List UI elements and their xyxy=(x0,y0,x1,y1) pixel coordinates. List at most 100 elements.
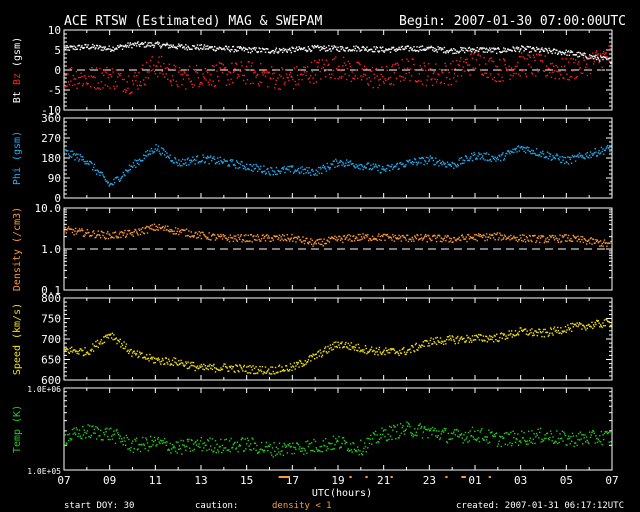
density-series-0 xyxy=(64,223,612,247)
data-point xyxy=(462,49,464,52)
data-point xyxy=(443,163,446,165)
data-point xyxy=(558,50,560,53)
data-point xyxy=(464,51,466,54)
data-point xyxy=(136,162,139,164)
data-point xyxy=(563,52,565,54)
data-point xyxy=(293,67,296,69)
data-point xyxy=(108,185,110,187)
data-point xyxy=(502,80,504,82)
data-point xyxy=(219,445,221,448)
data-point xyxy=(446,234,449,237)
data-point xyxy=(356,237,358,239)
data-point xyxy=(588,442,590,445)
data-point xyxy=(553,442,555,444)
data-point xyxy=(475,49,478,52)
data-point xyxy=(551,332,553,334)
data-point xyxy=(413,350,415,352)
data-point xyxy=(91,46,93,48)
data-point xyxy=(499,51,502,54)
data-point xyxy=(244,68,246,71)
data-point xyxy=(563,330,565,332)
data-point xyxy=(429,67,431,70)
data-point xyxy=(190,364,192,367)
data-point xyxy=(449,438,451,441)
data-point xyxy=(349,65,352,68)
data-point xyxy=(421,156,424,159)
data-point xyxy=(310,61,313,64)
data-point xyxy=(581,434,583,436)
data-point xyxy=(73,427,75,429)
data-point xyxy=(89,48,91,50)
data-point xyxy=(346,46,349,49)
data-point xyxy=(568,239,571,241)
data-point xyxy=(149,353,151,356)
data-point xyxy=(514,49,516,51)
data-point xyxy=(564,162,566,165)
data-point xyxy=(546,241,548,243)
data-point xyxy=(71,66,73,69)
data-point xyxy=(488,153,490,156)
data-point xyxy=(169,228,171,231)
data-point xyxy=(273,72,275,74)
data-point xyxy=(229,50,231,53)
data-point xyxy=(117,76,119,78)
data-point xyxy=(446,50,449,52)
data-point xyxy=(538,437,540,439)
data-point xyxy=(510,333,512,335)
data-point xyxy=(121,344,124,347)
data-point xyxy=(409,425,411,428)
data-point xyxy=(566,73,568,75)
data-point xyxy=(567,237,569,239)
data-point xyxy=(271,167,273,169)
data-point xyxy=(164,357,167,359)
data-point xyxy=(545,331,547,334)
data-point xyxy=(422,238,424,240)
data-point xyxy=(129,42,131,44)
data-point xyxy=(317,170,319,173)
data-point xyxy=(464,341,467,343)
data-point xyxy=(589,54,591,56)
data-point xyxy=(144,227,146,229)
data-point xyxy=(237,234,239,236)
data-point xyxy=(372,163,374,165)
data-point xyxy=(410,68,412,70)
data-point xyxy=(211,46,214,48)
data-point xyxy=(500,69,503,72)
data-point xyxy=(190,231,192,233)
data-point xyxy=(476,240,478,242)
data-point xyxy=(572,326,574,328)
data-point xyxy=(424,234,427,236)
data-point xyxy=(232,446,234,449)
data-point xyxy=(582,54,585,57)
data-point xyxy=(407,240,410,243)
data-point xyxy=(558,238,560,240)
data-point xyxy=(202,73,204,75)
data-point xyxy=(598,241,600,243)
data-point xyxy=(299,167,302,169)
data-point xyxy=(497,443,499,445)
data-point xyxy=(232,81,234,84)
data-point xyxy=(329,48,331,50)
data-point xyxy=(467,234,470,236)
data-point xyxy=(476,158,478,160)
data-point xyxy=(125,169,128,172)
data-point xyxy=(228,365,231,368)
data-point xyxy=(363,166,365,169)
data-point xyxy=(367,234,369,236)
data-point xyxy=(588,323,590,326)
data-point xyxy=(571,51,574,53)
data-point xyxy=(564,435,567,437)
data-point xyxy=(187,74,189,76)
data-point xyxy=(241,49,243,51)
data-point xyxy=(114,338,117,340)
data-point xyxy=(216,70,218,72)
data-point xyxy=(106,232,108,235)
data-point xyxy=(276,51,278,53)
data-point xyxy=(257,170,259,173)
data-point xyxy=(381,66,383,68)
data-point xyxy=(181,84,183,86)
data-point xyxy=(327,49,329,52)
data-point xyxy=(240,439,242,441)
data-point xyxy=(529,46,531,48)
data-point xyxy=(447,84,449,86)
